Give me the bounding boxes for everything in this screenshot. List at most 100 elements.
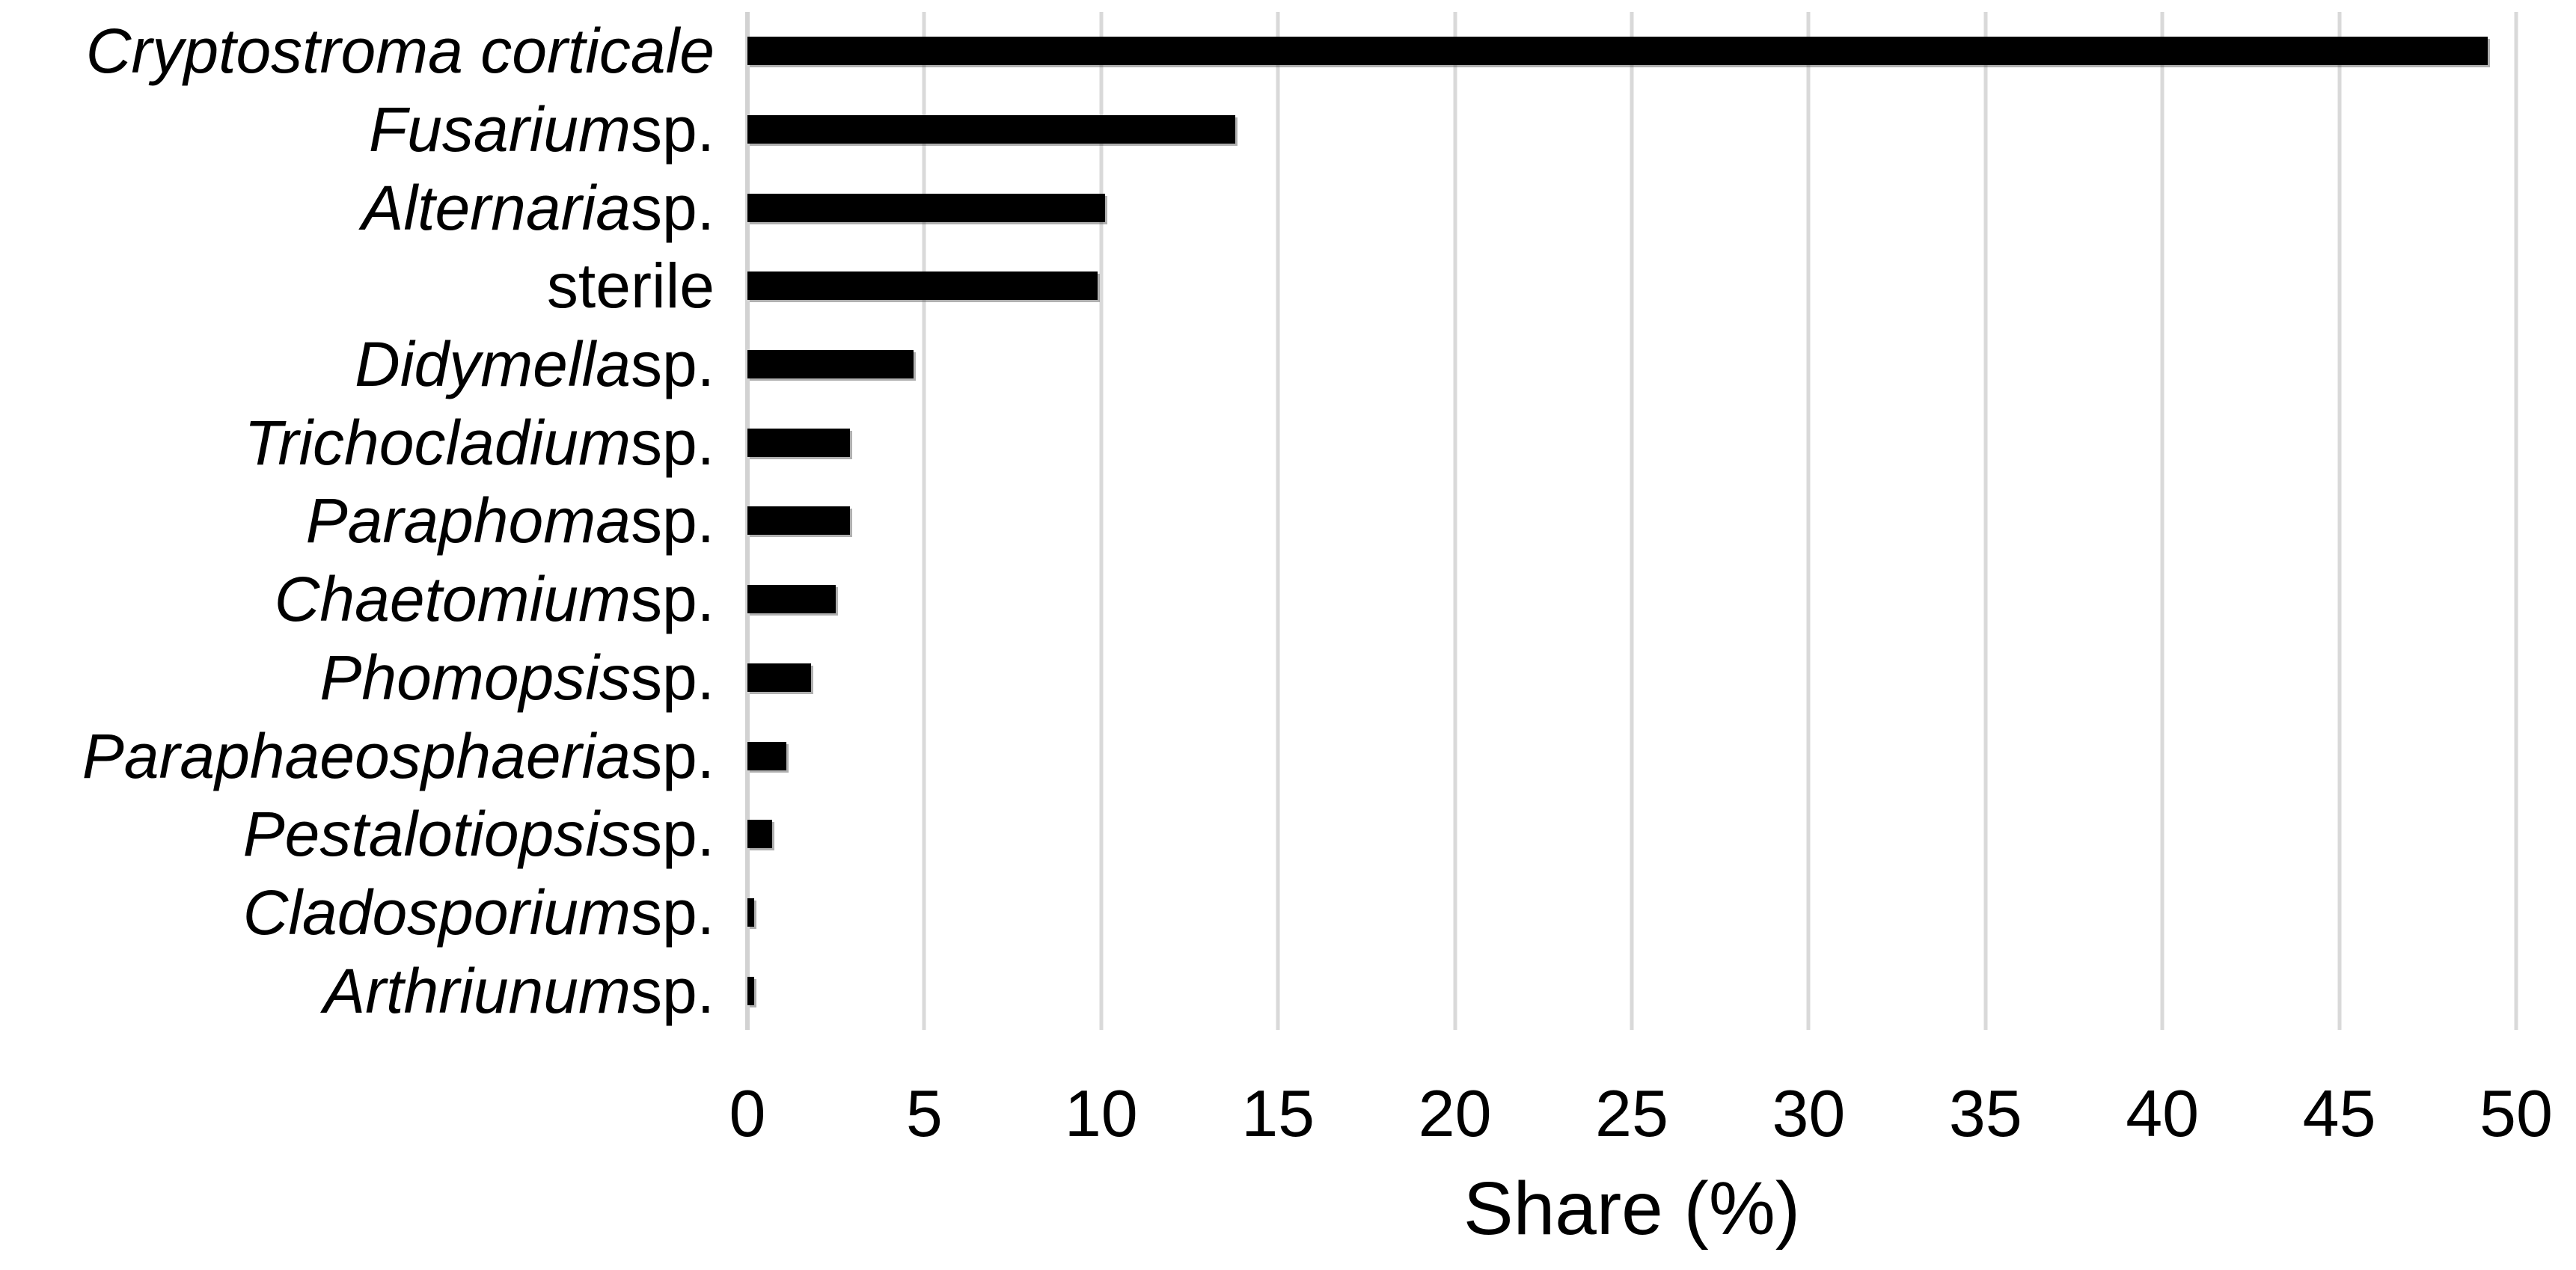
gridline-x-10 xyxy=(1099,12,1104,1030)
genus-name-italic: Chaetomium xyxy=(274,564,631,635)
genus-name-italic: Pestalotiopsis xyxy=(242,799,631,870)
bar-track xyxy=(747,482,2516,560)
x-tick-label-15: 15 xyxy=(1241,1076,1315,1150)
category-label-pestalotiopsis-sp: Pestalotiopsis sp. xyxy=(0,795,747,874)
genus-name-italic: Trichocladium xyxy=(244,407,631,478)
genus-name-italic: Alternaria xyxy=(361,172,631,243)
x-axis-tick-labels: 0 5 10 15 20 25 30 35 40 45 50 xyxy=(729,1076,2553,1163)
bar-trichocladium-sp xyxy=(747,428,851,457)
x-tick-label-20: 20 xyxy=(1418,1076,1492,1150)
category-label-paraphoma-sp: Paraphoma sp. xyxy=(0,482,747,560)
x-tick-label-40: 40 xyxy=(2126,1076,2200,1150)
x-tick-label-10: 10 xyxy=(1064,1076,1138,1150)
gridline-x-25 xyxy=(1630,12,1634,1030)
x-tick-label-35: 35 xyxy=(1948,1076,2022,1150)
x-tick-label-25: 25 xyxy=(1595,1076,1668,1150)
chart-row-chaetomium-sp: Chaetomium sp. xyxy=(0,560,2516,639)
label-regular-text: sp. xyxy=(630,642,715,713)
x-tick-label-0: 0 xyxy=(729,1076,766,1150)
chart-row-pestalotiopsis-sp: Pestalotiopsis sp. xyxy=(0,795,2516,874)
bar-track xyxy=(747,168,2516,247)
label-regular-text: sp. xyxy=(630,407,715,478)
category-label-trichocladium-sp: Trichocladium sp. xyxy=(0,403,747,482)
x-axis-title: Share (%) xyxy=(1463,1167,1801,1251)
bar-track xyxy=(747,247,2516,325)
bar-track xyxy=(747,717,2516,795)
gridline-x-5 xyxy=(922,12,926,1030)
chart-row-fusarium-sp: Fusarium sp. xyxy=(0,91,2516,169)
bar-chaetomium-sp xyxy=(747,585,836,614)
genus-name-italic: Cryptostroma corticale xyxy=(85,16,715,87)
bar-rows: Cryptostroma corticale Fusarium sp. Altern… xyxy=(0,12,2516,1030)
category-label-paraphaeosphaeria-sp: Paraphaeosphaeria sp. xyxy=(0,717,747,795)
bar-paraphaeosphaeria-sp xyxy=(747,741,786,770)
chart-row-didymella-sp: Didymella sp. xyxy=(0,325,2516,404)
bar-cladosporium-sp xyxy=(747,898,755,927)
bar-alternaria-sp xyxy=(747,193,1105,222)
label-regular-text: sp. xyxy=(630,799,715,870)
x-tick-label-5: 5 xyxy=(905,1076,943,1150)
bar-track xyxy=(747,951,2516,1030)
label-regular-text: sp. xyxy=(630,172,715,243)
category-label-cladosporium-sp: Cladosporium sp. xyxy=(0,874,747,952)
gridline-x-20 xyxy=(1453,12,1457,1030)
gridline-x-30 xyxy=(1806,12,1811,1030)
category-label-alternaria-sp: Alternaria sp. xyxy=(0,168,747,247)
category-label-cryptostroma-corticale: Cryptostroma corticale xyxy=(0,12,747,91)
chart-row-sterile: sterile xyxy=(0,247,2516,325)
x-tick-label-30: 30 xyxy=(1772,1076,1846,1150)
bar-phomopsis-sp xyxy=(747,663,812,692)
gridline-x-40 xyxy=(2160,12,2164,1030)
bar-cryptostroma-corticale xyxy=(747,37,2488,66)
genus-name-italic: Fusarium xyxy=(368,94,631,165)
bar-arthriunum-sp xyxy=(747,976,755,1005)
label-regular-text: sp. xyxy=(630,720,715,791)
bar-sterile xyxy=(747,272,1098,301)
genus-name-italic: Cladosporium xyxy=(242,877,631,948)
category-label-phomopsis-sp: Phomopsis sp. xyxy=(0,639,747,717)
gridline-x-45 xyxy=(2337,12,2342,1030)
chart-row-phomopsis-sp: Phomopsis sp. xyxy=(0,639,2516,717)
chart-row-paraphoma-sp: Paraphoma sp. xyxy=(0,482,2516,560)
bar-pestalotiopsis-sp xyxy=(747,820,773,849)
category-label-sterile: sterile xyxy=(0,247,747,325)
gridline-x-35 xyxy=(1983,12,1988,1030)
label-regular-text: sterile xyxy=(546,251,715,322)
chart-row-cladosporium-sp: Cladosporium sp. xyxy=(0,874,2516,952)
chart-row-paraphaeosphaeria-sp: Paraphaeosphaeria sp. xyxy=(0,717,2516,795)
label-regular-text: sp. xyxy=(630,485,715,556)
genus-name-italic: Arthriunum xyxy=(323,955,631,1026)
chart-row-arthriunum-sp: Arthriunum sp. xyxy=(0,951,2516,1030)
genus-name-italic: Paraphaeosphaeria xyxy=(82,720,631,791)
gridline-x-15 xyxy=(1276,12,1280,1030)
label-regular-text: sp. xyxy=(630,94,715,165)
bar-track xyxy=(747,91,2516,169)
label-regular-text: sp. xyxy=(630,877,715,948)
genus-name-italic: Paraphoma xyxy=(305,485,631,556)
bar-didymella-sp xyxy=(747,350,914,379)
x-tick-label-50: 50 xyxy=(2479,1076,2553,1150)
label-regular-text: sp. xyxy=(630,329,715,400)
genus-name-italic: Phomopsis xyxy=(319,642,631,713)
bar-fusarium-sp xyxy=(747,115,1236,144)
gridline-x-50 xyxy=(2514,12,2518,1030)
category-label-didymella-sp: Didymella sp. xyxy=(0,325,747,404)
bar-track xyxy=(747,560,2516,639)
bar-track xyxy=(747,12,2516,91)
bar-track xyxy=(747,795,2516,874)
bar-track xyxy=(747,325,2516,404)
label-regular-text: sp. xyxy=(630,955,715,1026)
category-label-chaetomium-sp: Chaetomium sp. xyxy=(0,560,747,639)
chart-row-alternaria-sp: Alternaria sp. xyxy=(0,168,2516,247)
chart-row-cryptostroma-corticale: Cryptostroma corticale xyxy=(0,12,2516,91)
category-label-fusarium-sp: Fusarium sp. xyxy=(0,91,747,169)
bar-paraphoma-sp xyxy=(747,506,851,536)
category-label-arthriunum-sp: Arthriunum sp. xyxy=(0,951,747,1030)
genus-name-italic: Didymella xyxy=(355,329,631,400)
bar-track xyxy=(747,874,2516,952)
bar-track xyxy=(747,639,2516,717)
x-tick-label-45: 45 xyxy=(2302,1076,2376,1150)
bar-track xyxy=(747,403,2516,482)
chart-row-trichocladium-sp: Trichocladium sp. xyxy=(0,403,2516,482)
label-regular-text: sp. xyxy=(630,564,715,635)
